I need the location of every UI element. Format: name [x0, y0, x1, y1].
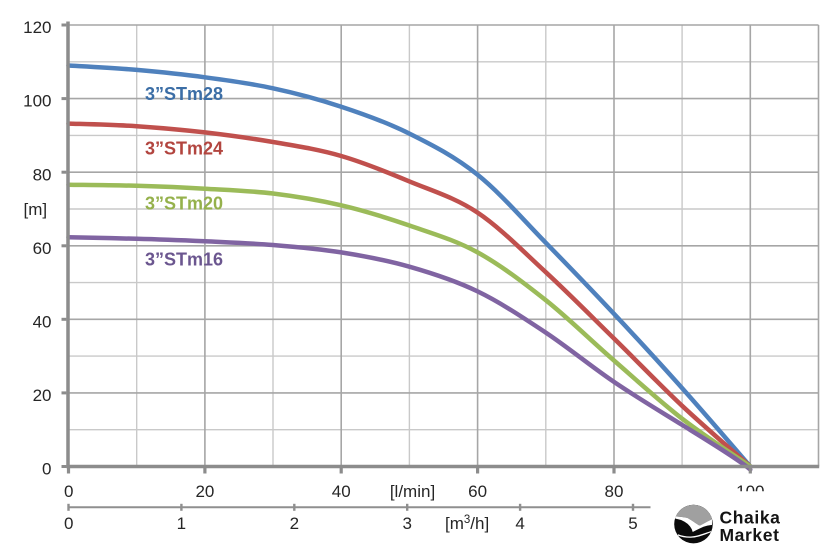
- svg-text:60: 60: [33, 239, 52, 258]
- svg-text:0: 0: [64, 482, 73, 501]
- svg-text:100: 100: [736, 482, 764, 501]
- svg-text:120: 120: [23, 18, 51, 37]
- svg-text:80: 80: [605, 482, 624, 501]
- svg-text:20: 20: [33, 386, 52, 405]
- svg-text:40: 40: [332, 482, 351, 501]
- svg-text:[m]: [m]: [24, 200, 48, 219]
- svg-text:100: 100: [23, 92, 51, 111]
- svg-text:[m3/h]: [m3/h]: [445, 514, 489, 533]
- svg-text:0: 0: [42, 460, 51, 479]
- svg-text:3: 3: [402, 514, 411, 533]
- svg-text:20: 20: [195, 482, 214, 501]
- svg-text:4: 4: [515, 514, 524, 533]
- svg-text:[l/min]: [l/min]: [390, 482, 435, 501]
- svg-text:3”STm28: 3”STm28: [145, 84, 223, 104]
- svg-text:Chaika: Chaika: [720, 508, 781, 528]
- svg-text:0: 0: [64, 514, 73, 533]
- svg-text:5: 5: [628, 514, 637, 533]
- svg-text:Market: Market: [720, 525, 780, 545]
- svg-text:40: 40: [33, 312, 52, 331]
- svg-text:80: 80: [33, 165, 52, 184]
- svg-text:3”STm20: 3”STm20: [145, 194, 223, 214]
- svg-text:60: 60: [468, 482, 487, 501]
- svg-text:2: 2: [290, 514, 299, 533]
- svg-text:3”STm24: 3”STm24: [145, 139, 223, 159]
- svg-text:1: 1: [177, 514, 186, 533]
- svg-text:3”STm16: 3”STm16: [145, 250, 223, 270]
